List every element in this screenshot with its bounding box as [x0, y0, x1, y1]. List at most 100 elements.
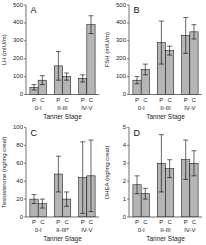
y-tick-label: 100: [13, 73, 24, 79]
error-cap: [32, 84, 37, 85]
error-cap: [167, 177, 172, 178]
error-line: [42, 199, 43, 208]
error-cap: [56, 156, 61, 157]
error-cap: [80, 141, 85, 142]
error-bar: [56, 156, 61, 192]
panel-label: B: [133, 5, 139, 15]
x-tick-label: P: [32, 219, 36, 225]
error-bar: [183, 18, 188, 54]
group-label: IV-V: [81, 227, 92, 233]
error-bar: [167, 46, 172, 55]
error-line: [58, 52, 59, 81]
error-line: [34, 85, 35, 90]
error-bar: [80, 142, 85, 214]
y-tick-label: 1: [123, 196, 127, 202]
x-tick-label: C: [40, 219, 45, 225]
error-bar: [80, 75, 85, 82]
error-cap: [135, 175, 140, 176]
error-bar: [64, 73, 69, 80]
error-cap: [88, 33, 93, 34]
x-axis-label: Tanner Stage: [43, 113, 82, 121]
error-cap: [32, 203, 37, 204]
x-axis: [26, 217, 99, 218]
error-cap: [183, 140, 188, 141]
error-cap: [40, 199, 45, 200]
error-cap: [135, 76, 140, 77]
panel: 0100200300400500PC0-IPCII-IIIPCIV-VTanne…: [1, 2, 99, 121]
y-tick-label: 4: [123, 142, 127, 148]
x-tick-label: P: [81, 219, 85, 225]
x-tick-label: C: [167, 97, 172, 103]
y-tick-label: 500: [116, 2, 127, 8]
error-cap: [183, 179, 188, 180]
error-cap: [143, 188, 148, 189]
x-axis: [129, 217, 202, 218]
y-tick-label: 500: [13, 2, 24, 8]
error-bar: [135, 77, 140, 84]
x-axis: [26, 94, 99, 95]
error-cap: [64, 80, 69, 81]
x-tick-label: P: [135, 219, 139, 225]
error-line: [137, 176, 138, 194]
x-tick-label: C: [40, 97, 45, 103]
bars: [133, 18, 198, 95]
x-axis-label: Tanner Stage: [43, 235, 82, 243]
error-bar: [191, 151, 196, 176]
error-cap: [159, 21, 164, 22]
error-line: [34, 195, 35, 204]
y-tick-label: 5: [123, 124, 127, 130]
group-label: IV-V: [184, 105, 195, 111]
x-tick-label: P: [81, 97, 85, 103]
group-label: 0-I: [138, 105, 145, 111]
y-axis-label: DHEA (ng/mg creat): [104, 145, 110, 199]
error-bar: [88, 16, 93, 34]
error-cap: [167, 159, 172, 160]
error-line: [66, 192, 67, 206]
error-line: [185, 18, 186, 54]
x-tick-label: C: [192, 97, 197, 103]
y-axis: [129, 128, 130, 218]
error-cap: [40, 208, 45, 209]
bars: [30, 16, 95, 95]
error-line: [42, 76, 43, 85]
y-tick-label: 3: [123, 160, 127, 166]
y-tick-label: 60: [16, 160, 23, 166]
error-cap: [80, 74, 85, 75]
panel-label: C: [30, 128, 37, 138]
x-tick-label: P: [135, 97, 139, 103]
x-tick-label: C: [64, 219, 69, 225]
error-line: [90, 140, 91, 212]
error-cap: [183, 17, 188, 18]
x-tick-label: C: [192, 219, 197, 225]
error-cap: [88, 15, 93, 16]
panel: 012345PC0-IPCII-IIIPCIV-VTanner StageDHE…: [104, 124, 202, 243]
x-tick-label: P: [159, 219, 163, 225]
error-cap: [191, 24, 196, 25]
y-tick-label: 100: [116, 73, 127, 79]
error-cap: [80, 81, 85, 82]
error-bar: [32, 85, 37, 90]
error-cap: [32, 90, 37, 91]
error-line: [137, 77, 138, 84]
y-tick-label: 2: [123, 178, 127, 184]
error-cap: [56, 80, 61, 81]
error-cap: [143, 64, 148, 65]
x-tick-label: P: [56, 97, 60, 103]
error-line: [82, 142, 83, 214]
y-tick-label: 400: [116, 19, 127, 25]
x-tick-label: C: [89, 219, 94, 225]
group-label: II-III: [160, 105, 171, 111]
error-cap: [191, 175, 196, 176]
error-line: [90, 16, 91, 34]
bars: [133, 135, 198, 217]
error-cap: [135, 83, 140, 84]
error-cap: [191, 39, 196, 40]
y-tick-label: 0: [123, 214, 127, 220]
error-line: [161, 21, 162, 64]
error-bar: [159, 21, 164, 64]
panel-label: A: [30, 5, 36, 15]
error-cap: [159, 134, 164, 135]
error-cap: [159, 64, 164, 65]
error-cap: [64, 73, 69, 74]
x-tick-label: C: [64, 97, 69, 103]
